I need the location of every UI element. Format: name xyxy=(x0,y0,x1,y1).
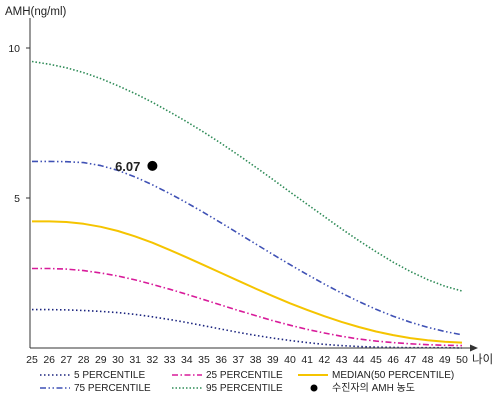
percentile-curves xyxy=(31,60,463,349)
x-tick-label: 38 xyxy=(250,354,262,366)
x-tick-label: 45 xyxy=(370,354,382,366)
x-tick-label: 49 xyxy=(439,354,451,366)
legend-label: MEDIAN(50 PERCENTILE) xyxy=(332,370,454,381)
series-line xyxy=(32,308,463,349)
x-tick-label: 40 xyxy=(284,354,296,366)
x-tick-label: 43 xyxy=(336,354,348,366)
patient-point-marker xyxy=(147,160,158,171)
series-line xyxy=(32,160,463,336)
x-tick-label: 25 xyxy=(26,354,38,366)
patient-point-label: 6.07 xyxy=(115,159,140,174)
x-tick-label: 39 xyxy=(267,354,279,366)
x-tick-label: 41 xyxy=(301,354,313,366)
x-tick-label: 50 xyxy=(456,354,468,366)
x-tick-label: 47 xyxy=(405,354,417,366)
x-axis-title: 나이 xyxy=(472,353,493,366)
legend-label: 수진자의 AMH 농도 xyxy=(332,382,415,394)
patient-amh-point: 6.07 xyxy=(115,159,158,174)
series-line xyxy=(32,267,463,347)
x-tick-label: 36 xyxy=(215,354,227,366)
series-line xyxy=(32,220,463,344)
x-tick-label: 31 xyxy=(129,354,141,366)
y-axis-title: AMH(ng/ml) xyxy=(5,6,67,18)
legend: 5 PERCENTILE 25 PERCENTILE MEDIAN(50 PERCE… xyxy=(40,370,454,394)
x-tick-label: 26 xyxy=(43,354,55,366)
x-axis-ticks: 25 26 27 28 29 30 31 32 33 34 35 36 37 38 39 40 41 42 43 44… xyxy=(26,354,468,366)
y-tick-label: 5 xyxy=(14,193,20,205)
x-tick-label: 27 xyxy=(61,354,73,366)
x-tick-label: 35 xyxy=(198,354,210,366)
x-tick-label: 37 xyxy=(233,354,245,366)
x-tick-label: 33 xyxy=(164,354,176,366)
x-tick-label: 34 xyxy=(181,354,193,366)
x-tick-label: 44 xyxy=(353,354,365,366)
legend-dot xyxy=(310,384,318,392)
x-tick-label: 42 xyxy=(319,354,331,366)
x-tick-label: 46 xyxy=(387,354,399,366)
x-tick-label: 30 xyxy=(112,354,124,366)
x-tick-label: 28 xyxy=(78,354,90,366)
series-line xyxy=(31,60,463,292)
legend-label: 95 PERCENTILE xyxy=(206,383,283,394)
x-tick-label: 32 xyxy=(147,354,159,366)
legend-label: 75 PERCENTILE xyxy=(74,383,151,394)
x-axis-arrow xyxy=(470,344,478,352)
legend-label: 5 PERCENTILE xyxy=(74,370,145,381)
y-axis-ticks: 10 5 xyxy=(8,43,30,205)
y-tick-label: 10 xyxy=(8,43,20,55)
x-tick-label: 48 xyxy=(422,354,434,366)
x-tick-label: 29 xyxy=(95,354,107,366)
legend-label: 25 PERCENTILE xyxy=(206,370,283,381)
